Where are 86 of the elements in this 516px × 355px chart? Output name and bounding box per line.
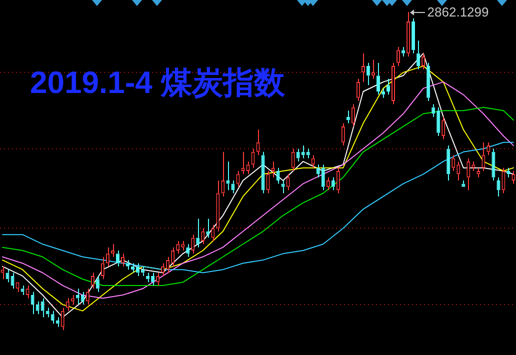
candlestick [482, 142, 486, 172]
candlestick [50, 310, 54, 324]
candlestick [10, 272, 14, 290]
candlestick [20, 284, 24, 296]
candlestick [276, 167, 280, 184]
candlestick [106, 246, 110, 267]
candlestick [16, 282, 20, 292]
candlestick [216, 180, 220, 232]
candlestick [496, 176, 500, 197]
candlestick [351, 104, 355, 127]
candlestick [462, 180, 466, 187]
candlestick [396, 46, 400, 67]
candlestick [422, 52, 426, 70]
candlestick [40, 298, 44, 318]
candlestick [266, 170, 270, 194]
candlestick [136, 262, 140, 276]
candlestick [196, 218, 200, 248]
candlestick [151, 272, 155, 286]
candlestick [161, 262, 165, 276]
candlestick [116, 250, 120, 267]
candlestick [386, 78, 390, 96]
candlestick [492, 148, 496, 182]
candlestick [472, 160, 476, 172]
candlestick [316, 164, 320, 178]
candlestick [336, 167, 340, 194]
candlestick [366, 62, 370, 86]
candlestick [66, 298, 70, 312]
candlestick [281, 180, 285, 194]
candlestick [412, 18, 416, 54]
candlestick [256, 129, 260, 156]
candlestick [442, 116, 446, 140]
candlestick [100, 256, 104, 280]
candlestick [201, 228, 205, 245]
candlestick [321, 164, 325, 191]
candlestick [261, 151, 265, 194]
candlestick [361, 52, 365, 82]
candlestick [291, 148, 295, 172]
candlestick [426, 62, 430, 102]
candlestick [120, 253, 124, 267]
candlestick [436, 106, 440, 137]
candlestick [156, 272, 160, 286]
candlestick [181, 240, 185, 251]
candlestick [402, 46, 406, 58]
candlestick [246, 160, 250, 175]
candlestick [221, 151, 225, 197]
candlestick [311, 154, 315, 168]
candlestick [186, 244, 190, 258]
candlestick [176, 240, 180, 254]
candlestick [60, 307, 64, 330]
candlestick [70, 294, 74, 306]
candlestick [456, 160, 460, 182]
candlestick [356, 78, 360, 102]
candlestick [406, 12, 410, 58]
candlestick [432, 104, 436, 118]
candlestick [251, 148, 255, 168]
candlestick [86, 288, 90, 306]
candlestick [326, 176, 330, 191]
candlestick [341, 122, 345, 146]
candlestick [166, 256, 170, 274]
candlestick [392, 62, 396, 105]
candlestick [171, 246, 175, 267]
candlestick [80, 291, 84, 306]
candlestick [286, 174, 290, 191]
candlestick [416, 40, 420, 70]
candlestick [26, 284, 30, 299]
candlestick [446, 145, 450, 182]
text: 2019.1-4 煤炭指数 [30, 64, 285, 102]
annotation: 2862.1299 [427, 4, 489, 20]
candlestick [236, 170, 240, 188]
candlestick [486, 142, 490, 156]
candlestick [126, 260, 130, 270]
candlestick [231, 180, 235, 194]
candlestick [30, 291, 34, 315]
candlestick [36, 300, 40, 315]
candlestick [331, 176, 335, 191]
candlestick [90, 272, 94, 290]
candlestick [376, 62, 380, 96]
candlestick [191, 234, 195, 254]
candlestick [141, 266, 145, 276]
candlestick [452, 154, 456, 172]
candlestick [6, 269, 10, 283]
candlestick [466, 158, 470, 191]
candlestick [211, 224, 215, 242]
candlestick [296, 148, 300, 162]
candlestick [502, 167, 506, 194]
candlestick [96, 275, 100, 292]
